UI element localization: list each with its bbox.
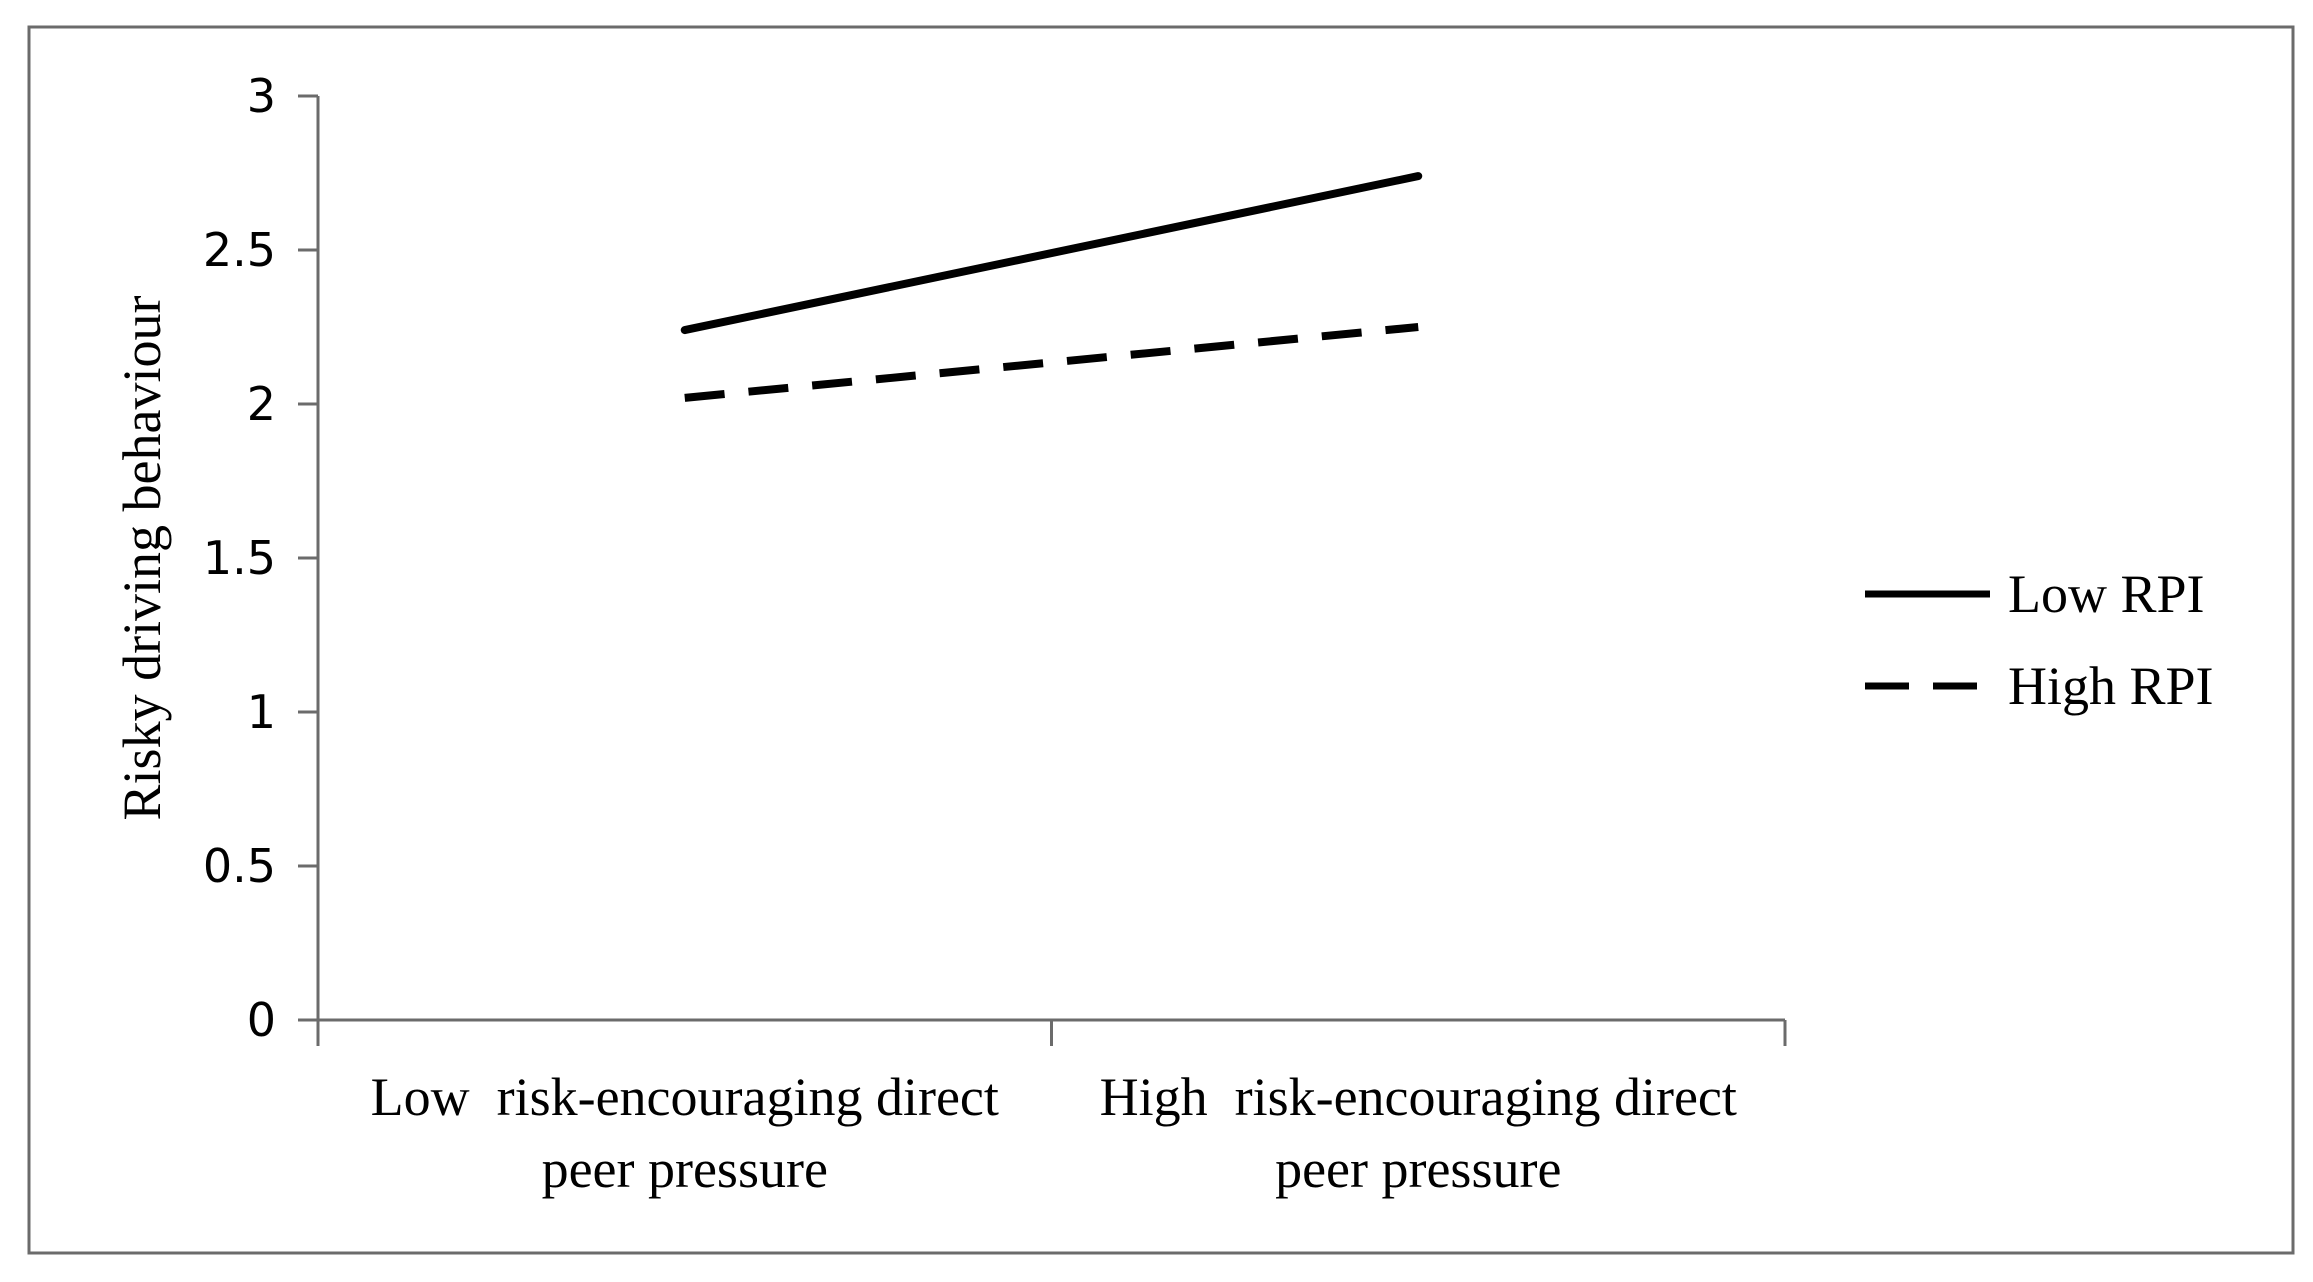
y-axis-tick-labels: 0 0.5 1 1.5 2 2.5 3 [203, 69, 276, 1047]
x-tick-label-line: High risk-encouraging direct [1100, 1067, 1737, 1127]
y-tick-label: 1 [247, 685, 276, 739]
y-axis-ticks [298, 94, 318, 1022]
x-tick-label-line: Low risk-encouraging direct [371, 1067, 999, 1127]
x-axis-ticks [316, 1020, 1787, 1046]
legend-label-low-rpi: Low RPI [2008, 564, 2205, 624]
series-layer [680, 172, 1423, 402]
y-tick-label: 2 [247, 377, 276, 431]
y-tick-label: 2.5 [203, 223, 276, 277]
x-tick-label-line: peer pressure [1275, 1139, 1561, 1199]
x-tick-label: Low risk-encouraging direct peer pressure [371, 1067, 999, 1199]
x-tick-label-line: peer pressure [542, 1139, 828, 1199]
legend: Low RPI High RPI [1865, 564, 2214, 716]
x-axis-tick-labels: Low risk-encouraging direct peer pressure… [371, 1067, 1737, 1199]
y-tick-label: 1.5 [203, 531, 276, 585]
y-tick-label: 3 [247, 69, 276, 123]
y-tick-label: 0 [247, 993, 276, 1047]
series-line-low-rpi [680, 172, 1423, 335]
y-axis-label: Risky driving behaviour [112, 296, 172, 821]
x-tick-label: High risk-encouraging direct peer pressur… [1100, 1067, 1737, 1199]
y-tick-label: 0.5 [203, 839, 276, 893]
series-line-high-rpi [684, 323, 1419, 402]
legend-label-high-rpi: High RPI [2008, 656, 2214, 716]
